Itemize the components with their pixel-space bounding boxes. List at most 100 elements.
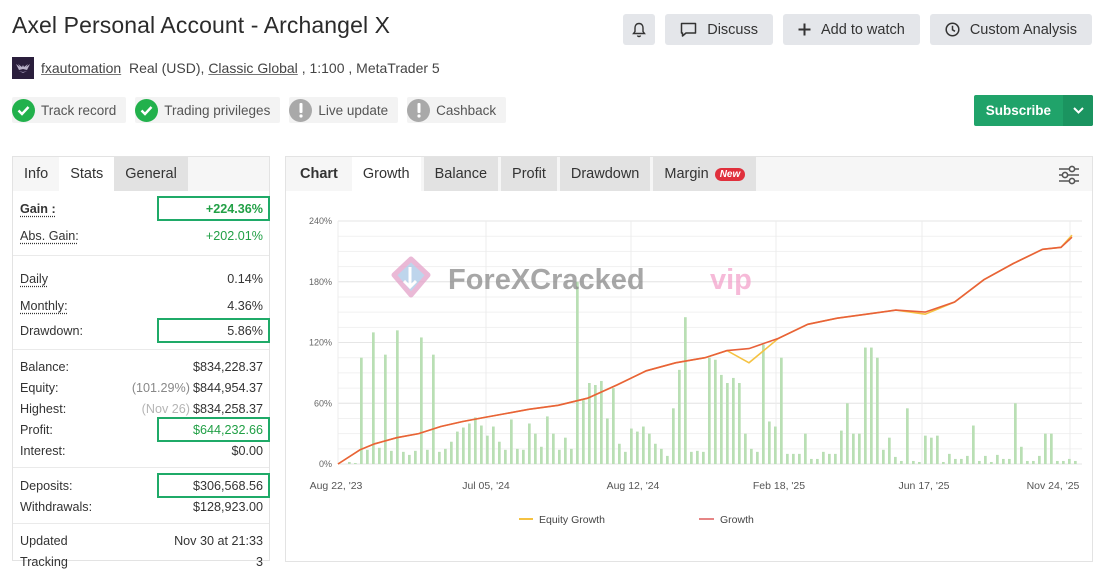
chart-settings-button[interactable] xyxy=(1058,165,1080,190)
bar xyxy=(558,450,561,464)
x-tick-label: Aug 12, '24 xyxy=(607,480,660,492)
badge-live-update: Live update xyxy=(289,97,398,123)
bar xyxy=(876,358,879,464)
bar xyxy=(966,456,969,464)
avatar[interactable] xyxy=(12,57,34,79)
badge-cashback: Cashback xyxy=(407,97,506,123)
legend-growth-label[interactable]: Growth xyxy=(720,514,754,526)
tab-profit[interactable]: Profit xyxy=(501,157,557,191)
bar xyxy=(840,431,843,464)
bar xyxy=(930,438,933,464)
y-tick-label: 120% xyxy=(309,338,332,348)
bar xyxy=(990,462,993,464)
tab-balance[interactable]: Balance xyxy=(424,157,498,191)
bar xyxy=(870,348,873,464)
stat-profit: Profit: $644,232.66 xyxy=(20,419,263,440)
bar xyxy=(492,427,495,464)
svg-text:ForeXCracked: ForeXCracked xyxy=(448,264,645,296)
bar xyxy=(456,432,459,464)
bar xyxy=(936,436,939,464)
tab-drawdown[interactable]: Drawdown xyxy=(560,157,651,191)
balance-group: Balance: $834,228.37 Equity: (101.29%) $8… xyxy=(13,350,269,468)
broker-link[interactable]: Classic Global xyxy=(208,60,297,76)
bar xyxy=(1044,434,1047,464)
bar xyxy=(630,429,633,464)
bar xyxy=(648,434,651,464)
bar xyxy=(678,370,681,464)
bar xyxy=(744,434,747,464)
badge-trading-privileges: Trading privileges xyxy=(135,97,280,123)
bar xyxy=(858,434,861,464)
bar xyxy=(402,452,405,464)
bar xyxy=(1038,456,1041,464)
bar xyxy=(600,381,603,464)
bar xyxy=(1026,461,1029,464)
bar xyxy=(468,424,471,465)
legend-equity-label[interactable]: Equity Growth xyxy=(539,514,605,526)
notification-button[interactable] xyxy=(623,14,655,45)
tab-growth[interactable]: Growth xyxy=(352,157,421,191)
stat-tracking: Tracking 3 xyxy=(20,551,263,572)
subscribe-dropdown-toggle[interactable] xyxy=(1063,95,1093,126)
bar xyxy=(546,416,549,464)
bar xyxy=(570,449,573,464)
chart-tabs: Chart Growth Balance Profit Drawdown Mar… xyxy=(286,157,1092,191)
bar xyxy=(444,449,447,464)
page-title: Axel Personal Account - Archangel X xyxy=(12,12,390,39)
tracking-group: Updated Nov 30 at 21:33 Tracking 3 xyxy=(13,524,269,576)
stat-deposits: Deposits: $306,568.56 xyxy=(20,475,263,496)
bar xyxy=(984,456,987,464)
bar xyxy=(786,454,789,464)
wings-logo-icon xyxy=(15,61,31,75)
bar xyxy=(654,444,657,464)
tab-info[interactable]: Info xyxy=(13,157,59,191)
tab-margin[interactable]: Margin New xyxy=(653,157,756,191)
tab-stats[interactable]: Stats xyxy=(59,157,114,191)
bar xyxy=(582,400,585,464)
bar xyxy=(420,337,423,464)
bar xyxy=(1014,403,1017,464)
bar xyxy=(390,451,393,464)
bar xyxy=(762,345,765,464)
bar xyxy=(792,454,795,464)
bar xyxy=(348,462,351,464)
stat-monthly: Monthly: 4.36% xyxy=(20,292,263,319)
bar xyxy=(846,403,849,464)
x-tick-label: Nov 24, '25 xyxy=(1027,480,1080,492)
bar xyxy=(666,456,669,464)
bar xyxy=(480,426,483,464)
subscribe-button[interactable]: Subscribe xyxy=(974,95,1063,126)
growth-chart[interactable]: 0% 60% 120% 180% 240% Aug 22, '23 Jul 05, '24 A… xyxy=(286,191,1092,561)
bar xyxy=(426,450,429,464)
bar xyxy=(900,461,903,464)
gain-group: Gain : +224.36% Abs. Gain: +202.01% xyxy=(13,191,269,256)
bar xyxy=(810,459,813,464)
bar xyxy=(696,451,699,464)
bar xyxy=(882,450,885,464)
owner-link[interactable]: fxautomation xyxy=(41,60,121,76)
bar xyxy=(780,358,783,464)
new-badge: New xyxy=(715,168,746,181)
stat-interest: Interest: $0.00 xyxy=(20,440,263,461)
bar xyxy=(756,452,759,464)
exclamation-circle-icon xyxy=(407,99,430,122)
tab-general[interactable]: General xyxy=(114,157,188,191)
platform: MetaTrader 5 xyxy=(356,60,440,76)
bar xyxy=(624,452,627,464)
bar xyxy=(564,438,567,464)
bar xyxy=(1032,461,1035,464)
bar xyxy=(690,452,693,464)
bar xyxy=(498,442,501,464)
stats-tabs: Info Stats General xyxy=(13,157,269,191)
bar xyxy=(942,462,945,464)
bar xyxy=(852,434,855,464)
bar xyxy=(804,434,807,464)
stat-balance: Balance: $834,228.37 xyxy=(20,356,263,377)
bar xyxy=(738,383,741,464)
bar xyxy=(684,317,687,464)
bar xyxy=(1074,461,1077,464)
custom-analysis-button[interactable]: Custom Analysis xyxy=(930,14,1092,45)
add-to-watch-button[interactable]: Add to watch xyxy=(783,14,920,45)
discuss-button[interactable]: Discuss xyxy=(665,14,773,45)
bar xyxy=(474,417,477,464)
